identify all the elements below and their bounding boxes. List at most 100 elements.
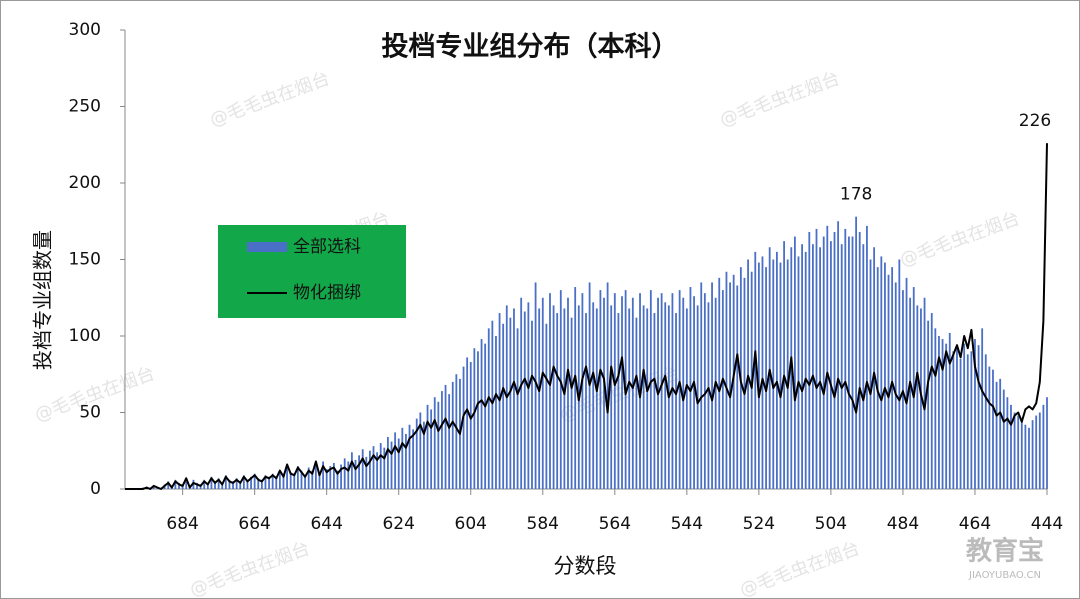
bar — [772, 259, 775, 489]
bar — [444, 384, 447, 489]
bar — [570, 317, 573, 489]
bar — [419, 412, 422, 489]
bar — [556, 313, 559, 489]
bar — [1046, 397, 1048, 489]
bar — [876, 267, 879, 489]
bar — [966, 354, 969, 489]
bar — [487, 328, 490, 489]
bar — [278, 470, 281, 489]
bar — [206, 482, 209, 489]
x-tick-label: 524 — [743, 514, 775, 534]
bar — [462, 366, 465, 489]
bar — [718, 277, 721, 489]
bar — [268, 476, 270, 489]
bar — [714, 297, 717, 489]
bar — [275, 476, 278, 489]
bar — [430, 409, 433, 489]
chart-title: 投档专业组分布（本科） — [382, 31, 679, 63]
bar — [664, 302, 667, 489]
bar — [343, 458, 346, 489]
bar — [322, 461, 324, 489]
bar — [185, 481, 188, 489]
bar — [372, 446, 375, 489]
bar — [793, 236, 796, 489]
bar — [595, 308, 598, 489]
x-tick-label: 504 — [815, 514, 847, 534]
data-label: 226 — [1019, 111, 1051, 131]
bar — [862, 244, 865, 489]
bar — [945, 343, 948, 489]
bar — [545, 323, 548, 489]
bar — [405, 433, 407, 489]
bar — [282, 475, 285, 489]
bar — [923, 297, 926, 489]
bar — [754, 251, 757, 489]
bar — [992, 369, 994, 489]
bar — [196, 482, 198, 489]
bar — [433, 397, 436, 489]
bar — [844, 228, 847, 489]
bar — [610, 305, 613, 489]
bar — [358, 455, 361, 489]
x-tick-label: 584 — [527, 514, 559, 534]
bar — [361, 449, 364, 489]
bar — [653, 313, 656, 489]
bar — [635, 317, 638, 489]
bar — [858, 231, 861, 489]
bar — [347, 461, 350, 489]
x-tick-label: 564 — [599, 514, 631, 534]
bar — [696, 305, 699, 489]
bar — [916, 305, 919, 489]
bar — [808, 231, 811, 489]
bar — [217, 478, 220, 489]
bar — [314, 464, 317, 489]
bar — [383, 447, 386, 489]
bar — [473, 348, 476, 489]
bar — [1020, 420, 1023, 489]
bar — [325, 469, 328, 489]
bar — [592, 302, 595, 489]
bar — [527, 302, 530, 489]
bar — [178, 482, 180, 489]
bar — [203, 479, 206, 489]
bar — [307, 467, 310, 489]
bar — [837, 221, 840, 489]
bar — [743, 277, 746, 489]
bar — [549, 293, 551, 489]
bar — [152, 485, 155, 489]
legend-swatch — [247, 242, 287, 252]
bar — [775, 251, 778, 489]
bar — [246, 479, 249, 489]
bar — [559, 290, 562, 489]
y-tick-label: 150 — [69, 250, 101, 270]
bar — [631, 297, 634, 489]
y-tick-label: 300 — [69, 20, 101, 40]
bar — [1017, 415, 1020, 489]
bar — [628, 308, 631, 489]
bar — [938, 336, 940, 489]
legend-label: 物化捆绑 — [293, 283, 361, 303]
bar — [671, 293, 674, 489]
bar — [1038, 412, 1041, 489]
bar — [260, 479, 263, 489]
bar — [815, 228, 818, 489]
bar — [736, 285, 739, 489]
bar — [685, 308, 688, 489]
bar — [477, 351, 479, 489]
bar — [599, 290, 602, 489]
bar — [365, 456, 368, 489]
bar — [851, 236, 854, 489]
bar — [552, 305, 555, 489]
bar — [873, 247, 876, 489]
bar — [819, 247, 822, 489]
bar — [621, 296, 623, 489]
y-axis-label: 投档专业组数量 — [31, 230, 55, 370]
bar — [408, 424, 411, 489]
bar — [603, 297, 605, 489]
bar — [318, 472, 321, 489]
bar — [379, 443, 382, 489]
bar — [250, 476, 252, 489]
bar — [224, 475, 227, 489]
x-tick-label: 464 — [959, 514, 991, 534]
